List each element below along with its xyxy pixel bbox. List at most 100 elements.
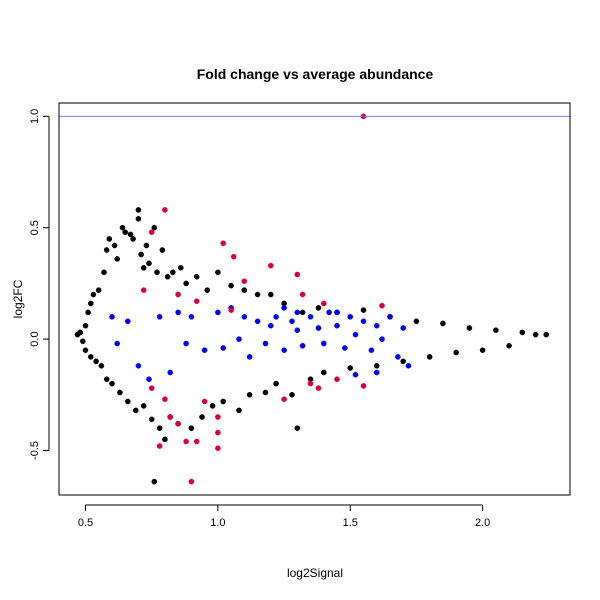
data-point (281, 347, 287, 354)
data-point (151, 478, 158, 485)
data-point (307, 380, 314, 387)
chart-title: Fold change vs average abundance (197, 66, 434, 82)
data-point (241, 313, 248, 320)
y-axis: -0.5 0.0 0.5 1.0 (29, 109, 50, 460)
data-point (453, 349, 460, 356)
data-point (352, 371, 359, 378)
data-point (334, 309, 340, 316)
data-point (167, 414, 173, 420)
data-point (199, 414, 205, 420)
data-point (334, 322, 340, 329)
data-point (241, 278, 248, 285)
data-point (413, 318, 420, 325)
data-point (122, 229, 128, 235)
data-point (109, 313, 115, 320)
x-axis: 0.5 1.0 1.5 2.0 (78, 504, 490, 529)
data-point (267, 322, 274, 329)
data-point (215, 445, 221, 452)
data-point (273, 380, 279, 387)
data-point (267, 291, 274, 298)
data-point (352, 331, 359, 338)
data-point (294, 425, 301, 432)
data-point (299, 309, 306, 316)
data-point (125, 398, 131, 405)
data-point (109, 380, 115, 387)
data-point (106, 236, 113, 242)
data-point (193, 273, 200, 280)
data-point (246, 354, 253, 360)
data-point (117, 389, 123, 396)
data-point (246, 391, 253, 398)
data-point (188, 425, 195, 432)
data-point (95, 287, 102, 293)
data-point (281, 305, 287, 311)
data-point (315, 305, 322, 311)
data-point (159, 247, 166, 253)
data-point (236, 407, 242, 414)
y-tick-label: 0.0 (29, 331, 41, 346)
data-point (400, 358, 407, 365)
data-point (294, 271, 301, 278)
data-point (289, 318, 295, 325)
data-point (201, 398, 208, 405)
data-point (228, 282, 234, 289)
data-point (162, 207, 168, 213)
data-point (307, 313, 314, 320)
data-point (299, 342, 306, 349)
data-point (373, 322, 380, 329)
data-point (368, 347, 375, 354)
data-point (379, 336, 385, 342)
data-point (125, 318, 131, 325)
data-point (177, 264, 184, 271)
data-point (188, 313, 195, 320)
data-point (230, 253, 237, 260)
data-point (135, 362, 142, 369)
data-point (156, 425, 163, 432)
data-point (156, 443, 163, 449)
data-point (405, 362, 412, 369)
data-point (90, 291, 97, 298)
data-point (320, 340, 327, 347)
data-point (236, 336, 242, 342)
data-point (88, 300, 94, 307)
data-point (320, 369, 327, 376)
data-point (135, 207, 142, 213)
data-point (140, 403, 147, 409)
data-point (267, 262, 274, 269)
x-tick-label: 0.5 (78, 517, 93, 529)
y-tick-label: 0.5 (29, 220, 41, 235)
data-point (532, 331, 539, 338)
data-point (262, 389, 269, 396)
data-point (373, 369, 380, 376)
data-point (148, 416, 155, 423)
data-point (220, 345, 226, 351)
data-point (103, 247, 110, 253)
data-point (111, 242, 118, 249)
data-point (169, 269, 176, 276)
data-point (85, 309, 91, 316)
data-point (82, 347, 89, 354)
data-point (93, 358, 99, 365)
y-tick-label: 1.0 (29, 109, 41, 124)
data-point (215, 414, 221, 420)
plot-frame (58, 102, 571, 496)
data-point (175, 291, 181, 298)
data-points (74, 113, 550, 485)
data-point (148, 385, 155, 391)
data-point (183, 340, 189, 347)
data-point (215, 429, 221, 436)
data-point (114, 340, 120, 347)
y-tick-label: -0.5 (29, 441, 41, 460)
data-point (315, 325, 322, 331)
data-point (294, 327, 301, 334)
data-point (320, 300, 327, 307)
data-point (135, 215, 142, 222)
data-point (119, 224, 126, 231)
data-point (220, 240, 226, 247)
data-point (334, 376, 340, 383)
data-point (215, 309, 221, 316)
data-point (315, 385, 322, 391)
data-point (262, 340, 269, 347)
